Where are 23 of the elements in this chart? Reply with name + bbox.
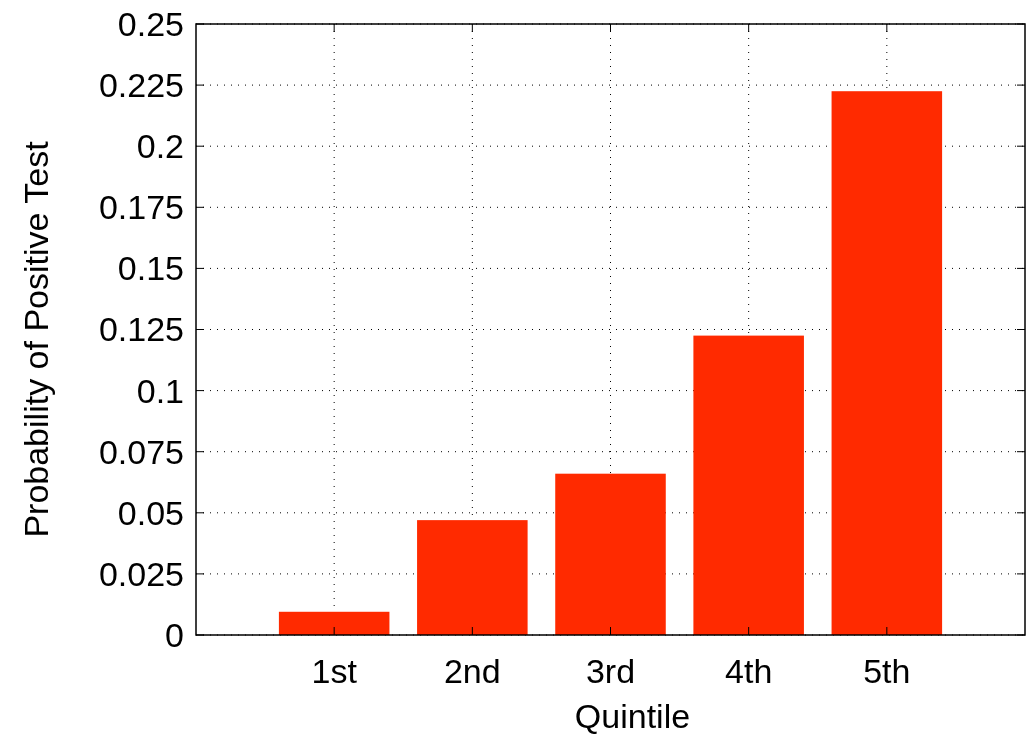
y-tick-label: 0.25 [117, 4, 184, 43]
y-tick-label: 0.125 [98, 310, 184, 349]
bar [278, 611, 390, 635]
x-tick-label: 3rd [585, 652, 636, 690]
y-tick-label: 0.175 [98, 188, 184, 227]
y-tick-label: 0.15 [117, 249, 184, 288]
y-tick-label: 0.075 [98, 432, 184, 471]
y-tick-label: 0.2 [136, 127, 184, 166]
y-tick-label: 0.1 [136, 371, 184, 410]
y-tick-label: 0 [165, 615, 184, 654]
bar [693, 335, 804, 635]
y-tick-label: 0.225 [98, 66, 184, 104]
x-tick-label: 5th [863, 652, 911, 690]
bar [831, 91, 943, 635]
x-tick-label: 2nd [443, 652, 501, 690]
x-axis-title: Quintile [574, 697, 691, 735]
x-tick-label: 1st [311, 652, 358, 690]
bar [555, 473, 666, 635]
x-tick-label: 4th [725, 652, 773, 690]
bar [417, 520, 528, 635]
y-axis-title: Probability of Positive Test [17, 140, 55, 538]
y-tick-label: 0.025 [98, 554, 184, 593]
y-tick-label: 0.05 [117, 493, 184, 532]
